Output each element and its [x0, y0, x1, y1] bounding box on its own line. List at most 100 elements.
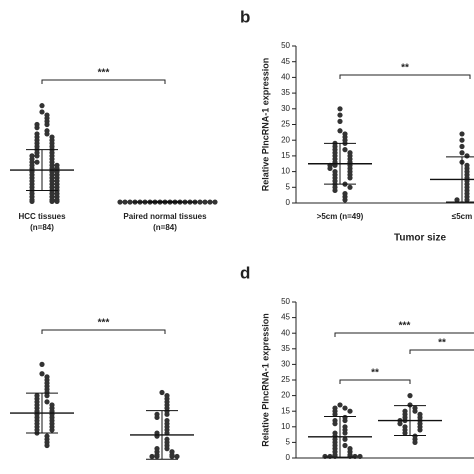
y-tick-label: 35: [281, 344, 290, 353]
data-point: [39, 103, 45, 109]
data-point: [39, 109, 45, 115]
data-point: [202, 199, 208, 205]
data-point: [39, 371, 45, 377]
y-tick-label: 25: [281, 375, 290, 384]
data-point: [417, 427, 423, 433]
y-axis-title: Relative PlncRNA-1 expression: [260, 313, 270, 447]
data-point: [397, 421, 403, 427]
data-point: [342, 430, 348, 436]
data-point: [122, 199, 128, 205]
data-point: [342, 436, 348, 442]
data-point: [342, 417, 348, 424]
data-point: [332, 453, 338, 460]
data-point: [154, 414, 160, 421]
y-tick-label: 40: [281, 328, 290, 337]
data-point: [44, 393, 50, 399]
data-point: [337, 112, 343, 118]
data-point: [332, 187, 338, 194]
y-tick-label: 30: [281, 360, 290, 369]
significance-bracket: [339, 379, 411, 384]
data-point: [332, 421, 338, 427]
x-tick-count: (n=84): [30, 223, 54, 232]
data-point: [44, 399, 50, 405]
panel-letter: d: [240, 263, 250, 282]
data-point: [337, 128, 343, 134]
y-axis-title: Relative PlncRNA-1 expression: [260, 58, 270, 192]
y-tick-label: 5: [286, 438, 291, 447]
data-point: [39, 361, 45, 367]
data-point: [169, 453, 175, 460]
data-point: [352, 453, 358, 460]
y-tick-label: 45: [281, 57, 290, 66]
significance-bracket: [409, 349, 474, 354]
data-point: [337, 402, 343, 408]
y-tick-label: 10: [281, 422, 290, 431]
significance-label: ***: [98, 318, 110, 329]
data-point: [44, 121, 50, 128]
significance-bracket: [41, 79, 166, 84]
data-point: [357, 453, 363, 460]
significance-label: ***: [399, 321, 411, 332]
data-point: [332, 411, 338, 417]
data-point: [207, 199, 213, 205]
significance-label: ***: [98, 68, 110, 79]
y-tick-label: 35: [281, 88, 290, 97]
y-tick-label: 20: [281, 391, 290, 400]
x-tick-label: Paired normal tissues: [123, 212, 207, 221]
panel-letter: b: [240, 7, 250, 26]
data-point: [459, 137, 465, 143]
data-point: [44, 442, 50, 449]
data-point: [49, 198, 55, 205]
data-point: [29, 198, 35, 205]
data-point: [347, 408, 353, 414]
data-point: [34, 125, 40, 131]
data-point: [347, 453, 353, 460]
data-point: [464, 153, 470, 159]
y-tick-label: 20: [281, 135, 290, 144]
data-point: [54, 198, 60, 205]
significance-bracket: [334, 332, 474, 337]
data-point: [459, 143, 465, 150]
data-point: [44, 131, 50, 137]
data-point: [322, 453, 328, 460]
data-point: [402, 430, 408, 436]
significance-label: **: [438, 338, 446, 349]
y-tick-label: 50: [281, 297, 290, 306]
data-point: [327, 165, 333, 172]
data-point: [347, 184, 353, 190]
data-point: [342, 405, 348, 411]
data-point: [212, 199, 218, 205]
significance-label: **: [371, 368, 379, 379]
data-point: [454, 197, 460, 203]
data-point: [34, 159, 40, 165]
data-point: [327, 453, 333, 460]
data-point: [127, 199, 133, 205]
data-point: [347, 175, 353, 181]
significance-bracket: [339, 74, 471, 79]
data-point: [159, 389, 165, 396]
data-point: [407, 393, 413, 399]
y-tick-label: 10: [281, 167, 290, 176]
significance-bracket: [41, 329, 166, 334]
data-point: [342, 442, 348, 449]
y-tick-label: 0: [286, 453, 291, 462]
y-tick-label: 15: [281, 151, 290, 160]
y-tick-label: 40: [281, 73, 290, 82]
data-point: [342, 197, 348, 203]
data-point: [117, 199, 123, 205]
y-tick-label: 25: [281, 120, 290, 129]
significance-label: **: [401, 63, 409, 74]
data-point: [459, 131, 465, 137]
y-tick-label: 5: [286, 182, 291, 191]
data-point: [149, 453, 155, 460]
data-point: [197, 199, 203, 205]
data-point: [49, 427, 55, 433]
x-axis-title: Tumor size: [394, 233, 446, 244]
data-point: [164, 446, 170, 452]
data-point: [407, 402, 413, 408]
data-point: [164, 411, 170, 417]
y-tick-label: 45: [281, 313, 290, 322]
x-tick-label: ≤5cm: [452, 212, 472, 221]
y-tick-label: 15: [281, 406, 290, 415]
